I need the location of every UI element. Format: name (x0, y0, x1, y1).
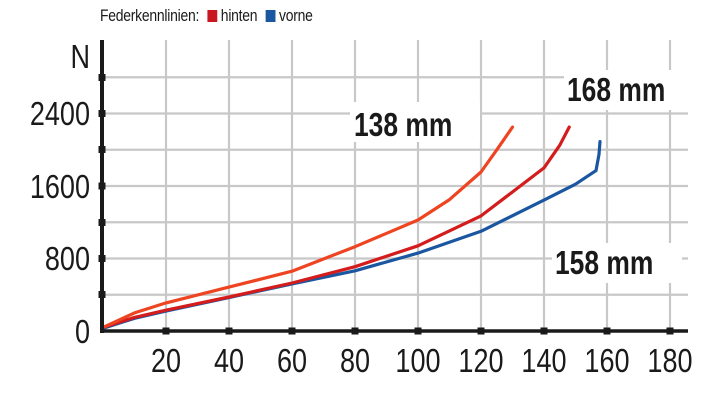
annotation-168mm: 168 mm (564, 70, 692, 110)
y-label-2400: 2400 (30, 97, 90, 133)
legend-prefix: Federkennlinien: (100, 6, 200, 25)
x-label-40: 40 (214, 344, 244, 380)
x-label-160: 160 (584, 344, 629, 380)
legend-swatch-hinten (207, 10, 218, 22)
chart-legend: Federkennlinien: hinten vorne (100, 6, 313, 26)
axis-ticks (98, 74, 674, 335)
label-138mm: 138 mm (354, 107, 452, 143)
legend-label-vorne: vorne (279, 6, 313, 25)
y-axis-labels: N 2400 1600 800 0 (30, 40, 90, 351)
x-label-140: 140 (521, 344, 566, 380)
curve-hinten-168mm (101, 125, 571, 329)
label-158mm: 158 mm (555, 245, 653, 281)
x-axis-labels: 20 40 60 80 100 120 140 160 180 (151, 344, 693, 380)
curve-hinten-138mm (101, 125, 515, 329)
x-label-100: 100 (395, 344, 440, 380)
y-label-0: 0 (75, 315, 90, 351)
annotation-158mm: 158 mm (552, 243, 682, 283)
legend-swatch-vorne (265, 10, 276, 22)
y-label-1600: 1600 (30, 170, 90, 206)
x-label-80: 80 (340, 344, 370, 380)
y-label-800: 800 (45, 242, 90, 278)
label-168mm: 168 mm (567, 72, 665, 108)
x-label-20: 20 (151, 344, 181, 380)
x-label-60: 60 (277, 344, 307, 380)
x-label-120: 120 (458, 344, 503, 380)
annotation-138mm: 138 mm (350, 102, 480, 144)
x-label-180: 180 (647, 344, 692, 380)
y-unit-label: N (70, 40, 90, 76)
legend-label-hinten: hinten (220, 6, 258, 25)
